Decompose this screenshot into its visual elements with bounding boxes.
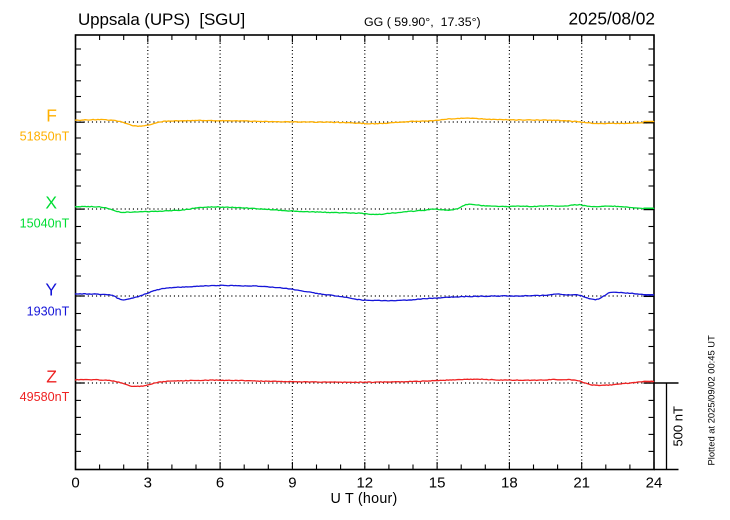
svg-text:Y: Y (45, 280, 57, 300)
svg-text:3: 3 (144, 475, 152, 492)
svg-text:51850nT: 51850nT (20, 130, 70, 144)
svg-text:1930nT: 1930nT (27, 304, 70, 318)
svg-text:18: 18 (501, 475, 518, 492)
svg-text:Z: Z (46, 367, 57, 387)
svg-text:9: 9 (288, 475, 296, 492)
svg-text:U T (hour): U T (hour) (330, 491, 397, 507)
svg-text:24: 24 (646, 475, 663, 492)
svg-text:Plotted at 2025/09/02 00:45 UT: Plotted at 2025/09/02 00:45 UT (706, 335, 717, 466)
svg-text:21: 21 (573, 475, 590, 492)
svg-text:X: X (45, 193, 57, 213)
svg-text:F: F (46, 106, 57, 126)
svg-text:15040nT: 15040nT (20, 216, 70, 230)
svg-text:12: 12 (356, 475, 373, 492)
svg-text:Uppsala (UPS) [SGU]: Uppsala (UPS) [SGU] (78, 10, 245, 29)
svg-text:6: 6 (216, 475, 224, 492)
svg-text:15: 15 (429, 475, 446, 492)
svg-text:500 nT: 500 nT (670, 406, 685, 447)
svg-text:49580nT: 49580nT (20, 390, 70, 404)
svg-text:GG ( 59.90°, 17.35°): GG ( 59.90°, 17.35°) (364, 15, 481, 29)
svg-text:2025/08/02: 2025/08/02 (569, 9, 656, 29)
svg-text:0: 0 (71, 475, 79, 492)
